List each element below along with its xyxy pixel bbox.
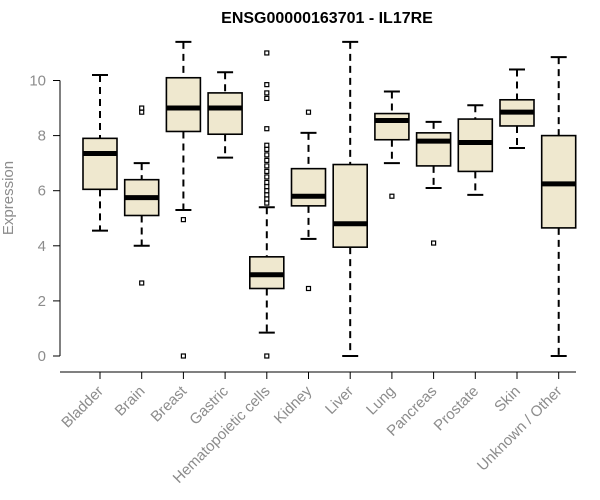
box-bladder bbox=[82, 73, 118, 232]
outlier-point bbox=[264, 146, 270, 152]
box-gastric bbox=[207, 71, 243, 159]
box-lung bbox=[374, 90, 410, 199]
box-kidney bbox=[290, 109, 327, 292]
outlier-point bbox=[264, 179, 270, 186]
outlier-point bbox=[180, 353, 186, 359]
x-tick-label: Brain bbox=[112, 383, 149, 420]
outlier-point bbox=[264, 200, 270, 206]
x-tick-label: Bladder bbox=[58, 383, 107, 432]
plot-area bbox=[82, 40, 577, 359]
outlier-point bbox=[264, 192, 270, 198]
y-axis-label: Expression bbox=[0, 161, 17, 235]
iqr-box bbox=[165, 76, 202, 133]
x-tick-label: Kidney bbox=[271, 382, 316, 427]
y-tick-label: 4 bbox=[38, 238, 46, 255]
outlier-point bbox=[264, 188, 270, 194]
chart-title: ENSG00000163701 - IL17RE bbox=[221, 10, 433, 27]
outlier-point bbox=[264, 90, 270, 96]
outlier-point bbox=[180, 217, 186, 223]
box-skin bbox=[499, 68, 535, 149]
x-tick-label: Breast bbox=[148, 382, 191, 425]
x-tick-label: Liver bbox=[322, 383, 357, 418]
iqr-box bbox=[457, 118, 494, 173]
y-tick-label: 10 bbox=[29, 73, 46, 90]
iqr-box bbox=[415, 132, 452, 167]
outlier-point bbox=[264, 157, 270, 163]
box-breast bbox=[165, 40, 202, 359]
outlier-point bbox=[264, 183, 270, 190]
y-axis: 0 2 4 6 8 10 bbox=[29, 73, 61, 365]
outlier-point bbox=[139, 109, 145, 115]
x-tick-label: Lung bbox=[363, 383, 399, 419]
y-tick-label: 0 bbox=[38, 348, 46, 365]
outlier-point bbox=[264, 168, 270, 175]
box-brain bbox=[123, 105, 160, 286]
outlier-point bbox=[389, 193, 395, 199]
outlier-point bbox=[264, 95, 270, 102]
y-tick-label: 8 bbox=[38, 128, 46, 145]
x-tick-label: Skin bbox=[491, 383, 524, 416]
iqr-box bbox=[374, 112, 410, 141]
iqr-box bbox=[82, 137, 118, 191]
box-pancreas bbox=[415, 120, 452, 246]
iqr-box bbox=[290, 167, 327, 207]
outlier-point bbox=[305, 109, 312, 115]
x-tick-label: Prostate bbox=[431, 383, 483, 435]
outlier-point bbox=[264, 82, 270, 88]
box-liver bbox=[332, 40, 369, 357]
outlier-point bbox=[305, 285, 312, 292]
box-prostate bbox=[457, 104, 494, 196]
outlier-point bbox=[139, 105, 145, 111]
outlier-point bbox=[264, 152, 270, 158]
outlier-point bbox=[264, 126, 270, 132]
outlier-point bbox=[431, 240, 437, 246]
box-unknown-other bbox=[540, 56, 577, 357]
outlier-point bbox=[264, 50, 270, 56]
iqr-box bbox=[207, 92, 243, 136]
outlier-point bbox=[139, 280, 145, 286]
outlier-point bbox=[264, 174, 270, 180]
outlier-point bbox=[264, 142, 270, 148]
outlier-point bbox=[264, 353, 270, 359]
outlier-point bbox=[264, 196, 270, 202]
iqr-box bbox=[332, 163, 369, 248]
y-tick-label: 2 bbox=[38, 293, 46, 310]
box-hematopoietic-cells bbox=[249, 50, 285, 359]
y-tick-label: 6 bbox=[38, 183, 46, 200]
outlier-point bbox=[264, 163, 270, 169]
